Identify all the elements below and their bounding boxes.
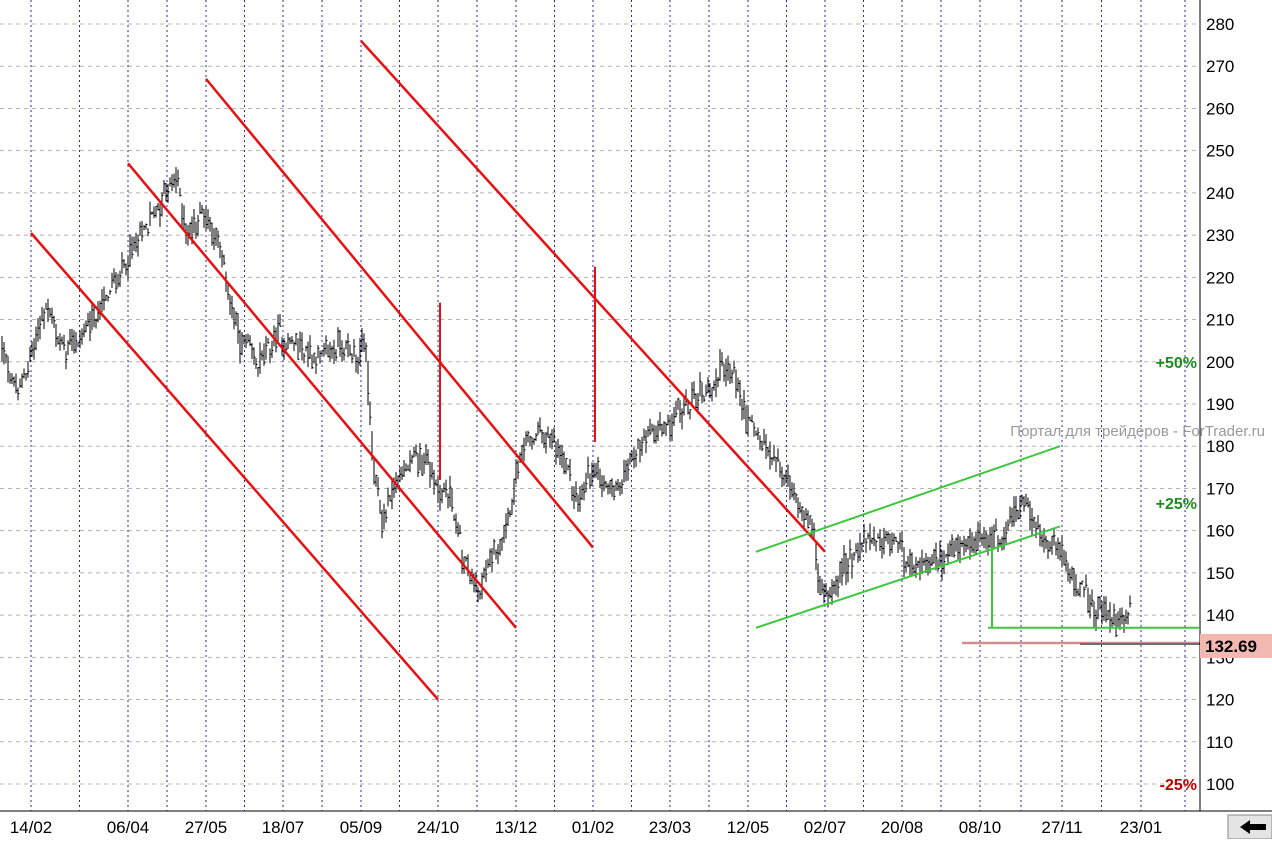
x-tick-label: 27/05: [185, 818, 228, 837]
percent-level-label: -25%: [1160, 777, 1197, 794]
red-channel-line: [127, 162, 517, 629]
y-tick-label: 220: [1206, 268, 1234, 287]
ohlc-bars-layer: [1, 167, 1132, 638]
y-tick-label: 170: [1206, 479, 1234, 498]
x-tick-label: 18/07: [262, 818, 305, 837]
grid-layer: [0, 0, 1200, 811]
last-price-marker: 132.69: [1200, 634, 1272, 658]
trend-lines-layer: [30, 40, 1200, 701]
last-price-label-bg: [1200, 634, 1272, 658]
x-tick-label: 12/05: [727, 818, 770, 837]
y-tick-label: 260: [1206, 99, 1234, 118]
left-arrow-icon: [1240, 820, 1266, 834]
percent-level-label: +25%: [1156, 496, 1197, 513]
red-channel-line: [30, 232, 439, 701]
y-tick-label: 230: [1206, 226, 1234, 245]
y-tick-label: 160: [1206, 522, 1234, 541]
y-tick-label: 110: [1206, 733, 1233, 752]
scroll-left-button[interactable]: [1227, 814, 1272, 840]
red-channel-line: [360, 40, 826, 553]
x-tick-label: 08/10: [959, 818, 1002, 837]
percent-level-label: +50%: [1156, 355, 1197, 372]
x-tick-label: 27/11: [1041, 818, 1082, 837]
x-tick-label: 13/12: [495, 818, 538, 837]
y-tick-label: 180: [1206, 437, 1234, 456]
x-tick-label: 14/02: [10, 818, 53, 837]
y-tick-label: 250: [1206, 142, 1234, 161]
x-tick-label: 20/08: [881, 818, 924, 837]
x-tick-label: 06/04: [107, 818, 150, 837]
y-tick-label: 270: [1206, 57, 1234, 76]
x-tick-label: 02/07: [804, 818, 847, 837]
green-channel-line: [755, 525, 1061, 629]
x-axis: 14/02 06/04 27/05 18/07 05/09 24/10 13/12 01/02…: [0, 810, 1272, 837]
x-tick-label: 23/01: [1120, 818, 1163, 837]
y-tick-label: 140: [1206, 606, 1234, 625]
watermark-text: Портал для трейдеров - ForTrader.ru: [1010, 423, 1265, 440]
y-tick-label: 280: [1206, 15, 1234, 34]
y-tick-label: 120: [1206, 691, 1234, 710]
y-tick-label: 210: [1206, 311, 1234, 330]
y-tick-label: 240: [1206, 184, 1234, 203]
y-axis: 1001101201301401501601701801902002102202…: [1199, 0, 1234, 811]
y-tick-label: 100: [1206, 775, 1234, 794]
last-price-label: 132.69: [1205, 637, 1257, 656]
x-tick-label: 23/03: [649, 818, 692, 837]
y-tick-label: 150: [1206, 564, 1234, 583]
x-tick-label: 24/10: [417, 818, 460, 837]
x-tick-label: 01/02: [572, 818, 615, 837]
red-channel-line: [205, 78, 594, 549]
green-channel-line: [755, 445, 1061, 553]
y-tick-label: 190: [1206, 395, 1234, 414]
x-tick-label: 05/09: [340, 818, 383, 837]
percent-levels: +50% +25% -25%: [1156, 355, 1197, 794]
y-tick-label: 200: [1206, 353, 1234, 372]
